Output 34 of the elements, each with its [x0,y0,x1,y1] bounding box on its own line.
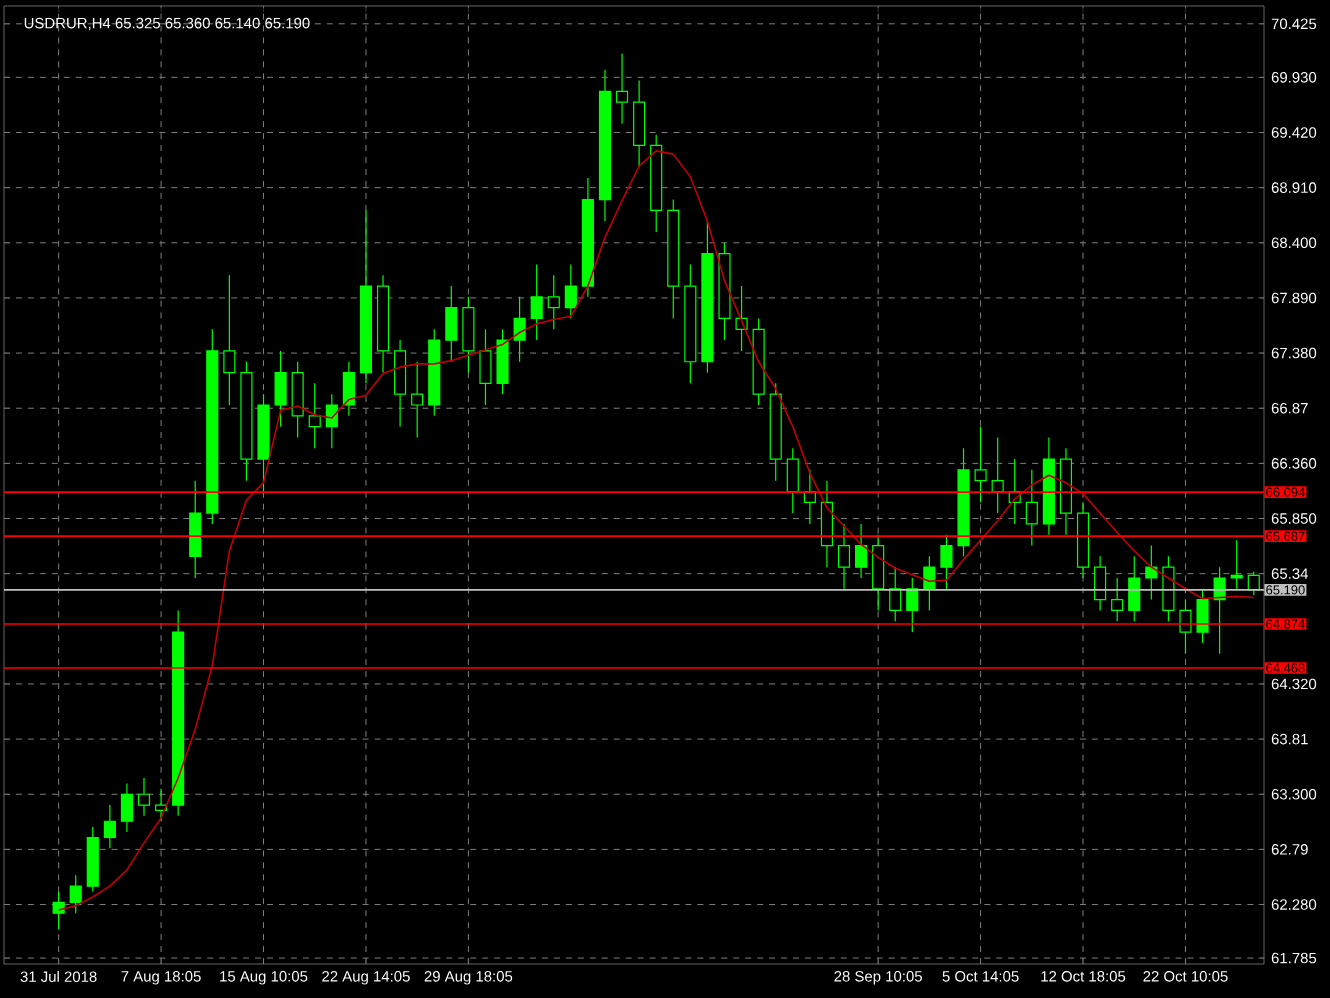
candlestick [1042,436,1055,536]
candlestick [735,285,748,352]
candlestick [120,782,133,833]
candlestick [1025,469,1038,547]
candlestick [991,436,1004,514]
candlestick [308,382,321,449]
candlestick [1094,555,1107,612]
candlestick [376,274,390,374]
candlestick [615,52,629,125]
candlestick [189,480,202,579]
candlestick [359,209,373,384]
candlestick [223,274,236,406]
candlestick [411,361,424,439]
candlestick [684,263,697,384]
candlestick [342,361,355,417]
candlestick [1145,544,1158,601]
candlestick [974,426,987,503]
candlestick [103,804,116,849]
candlestick [837,523,851,590]
candlestick [137,777,151,817]
candlestick [513,296,526,363]
candlestick [530,263,543,341]
candlestick [155,788,168,822]
candlestick [445,285,458,363]
candlestick [598,69,612,222]
candlestick [855,523,868,579]
candlestick [172,609,185,817]
candlestick [1059,447,1073,536]
candlestick [1076,501,1090,579]
candlestick [581,177,594,298]
candlestick [274,350,287,428]
candlestick [547,274,560,330]
candlestick [479,328,492,406]
candlestick [394,339,407,428]
